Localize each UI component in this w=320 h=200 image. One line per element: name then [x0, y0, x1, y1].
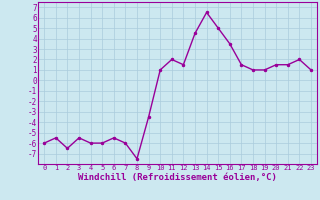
X-axis label: Windchill (Refroidissement éolien,°C): Windchill (Refroidissement éolien,°C)	[78, 173, 277, 182]
